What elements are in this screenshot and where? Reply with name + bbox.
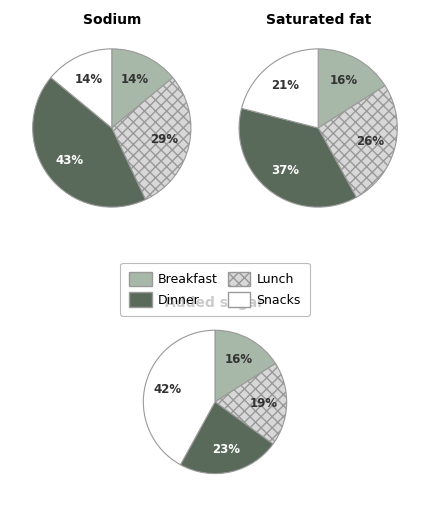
Text: 14%: 14%: [121, 73, 149, 86]
Wedge shape: [143, 330, 215, 465]
Wedge shape: [242, 49, 318, 128]
Text: 26%: 26%: [356, 135, 384, 148]
Title: Saturated fat: Saturated fat: [265, 13, 371, 27]
Wedge shape: [33, 77, 145, 207]
Title: Sodium: Sodium: [83, 13, 141, 27]
Title: Added sugar: Added sugar: [166, 296, 264, 310]
Wedge shape: [239, 109, 356, 207]
Wedge shape: [215, 330, 276, 402]
Wedge shape: [215, 364, 287, 444]
Legend: Breakfast, Dinner, Lunch, Snacks: Breakfast, Dinner, Lunch, Snacks: [120, 263, 310, 315]
Text: 14%: 14%: [75, 73, 103, 86]
Text: 21%: 21%: [271, 79, 299, 92]
Wedge shape: [51, 49, 112, 128]
Text: 16%: 16%: [224, 353, 252, 366]
Text: 29%: 29%: [150, 133, 178, 146]
Wedge shape: [181, 402, 273, 474]
Text: 42%: 42%: [154, 383, 182, 396]
Wedge shape: [112, 77, 191, 200]
Text: 23%: 23%: [212, 443, 240, 456]
Text: 43%: 43%: [55, 155, 83, 167]
Text: 37%: 37%: [271, 164, 299, 177]
Text: 19%: 19%: [250, 397, 278, 410]
Text: 16%: 16%: [330, 74, 358, 88]
Wedge shape: [318, 49, 385, 128]
Wedge shape: [112, 49, 173, 128]
Wedge shape: [318, 86, 397, 197]
